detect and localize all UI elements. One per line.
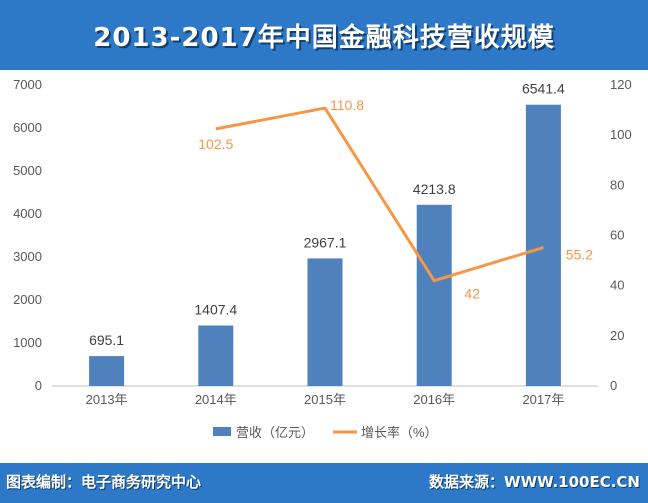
chart-area: 0 1000 2000 3000 4000 5000 6000 7000 0 20 40 60 80 10… [0,70,648,463]
y-left-tick-label: 5000 [13,163,42,178]
y-left-tick-label: 3000 [13,249,42,264]
y-left-tick-label: 4000 [13,206,42,221]
title-bar: 2013-2017年中国金融科技营收规模 [0,0,648,70]
x-tick-label: 2013年 [86,392,128,407]
legend-label-bar: 营收（亿元） [236,425,314,440]
y-left-tick-label: 0 [35,378,42,393]
bar [416,204,452,386]
x-tick-label: 2017年 [522,392,564,407]
y-left-tick-label: 7000 [13,77,42,92]
bar [307,258,343,386]
y-right-tick-label: 20 [610,328,624,343]
x-tick-label: 2015年 [304,392,346,407]
y-right-tick-label: 100 [610,127,632,142]
line-value-label: 102.5 [198,136,233,152]
bar-value-label: 6541.4 [522,81,565,97]
y-left-tick-label: 2000 [13,292,42,307]
chart-svg: 0 1000 2000 3000 4000 5000 6000 7000 0 20 40 60 80 10… [13,77,632,440]
legend-swatch-bar [213,427,231,436]
bar-value-label: 4213.8 [413,181,456,197]
footer-bar: 图表编制：电子商务研究中心 数据来源：WWW.100EC.CN [0,463,648,503]
y-right-tick-label: 120 [610,77,632,92]
footer-source: 数据来源：WWW.100EC.CN [429,473,640,491]
y-right-tick-label: 40 [610,278,624,293]
y-right-tick-label: 60 [610,228,624,243]
legend-label-line: 增长率（%） [361,425,438,440]
y-left-tick-label: 1000 [13,335,42,350]
y-right-tick-label: 0 [610,378,617,393]
growth-line [215,106,544,283]
y-right-tick-label: 80 [610,177,624,192]
y-left-tick-label: 6000 [13,120,42,135]
line-value-label: 110.8 [330,97,364,113]
bar-value-label: 2967.1 [304,234,347,250]
line-value-label: 42 [464,286,480,302]
x-tick-label: 2016年 [413,392,455,407]
bar-value-label: 1407.4 [194,301,237,317]
chart-title: 2013-2017年中国金融科技营收规模 [93,22,555,53]
footer-credit: 图表编制：电子商务研究中心 [6,473,202,491]
bar [89,356,125,386]
x-tick-label: 2014年 [195,392,237,407]
line-value-label: 55.2 [566,247,593,263]
bar [525,104,561,387]
bar-value-label: 695.1 [89,332,124,348]
bar [198,325,234,386]
